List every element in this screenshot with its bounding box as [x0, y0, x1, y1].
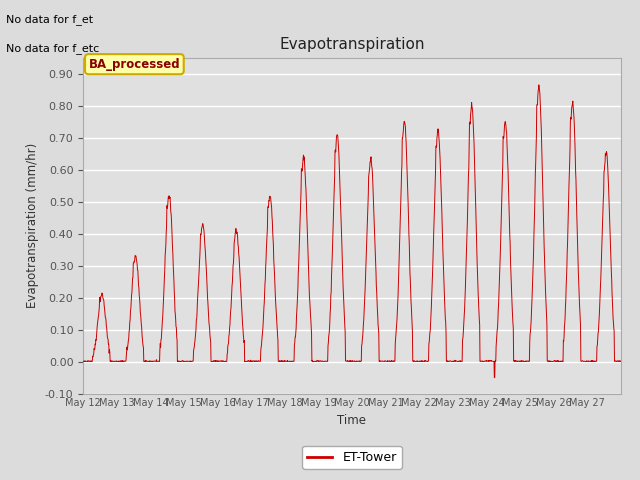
Legend: ET-Tower: ET-Tower: [302, 446, 402, 469]
X-axis label: Time: Time: [337, 414, 367, 427]
Title: Evapotranspiration: Evapotranspiration: [279, 37, 425, 52]
Text: BA_processed: BA_processed: [88, 58, 180, 71]
Text: No data for f_et: No data for f_et: [6, 14, 93, 25]
Y-axis label: Evapotranspiration (mm/hr): Evapotranspiration (mm/hr): [26, 143, 39, 308]
Text: No data for f_etc: No data for f_etc: [6, 43, 100, 54]
